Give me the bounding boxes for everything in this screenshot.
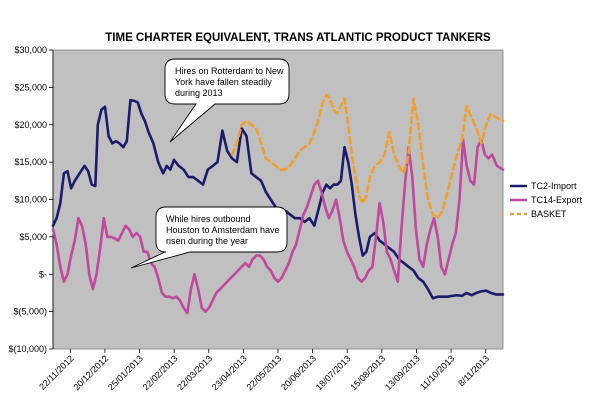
x-tick-label: 8/11/2013 bbox=[456, 353, 491, 388]
y-tick-label: $10,000 bbox=[14, 195, 47, 205]
callout-text-line: during 2013 bbox=[175, 88, 223, 98]
series-line-tc2-import bbox=[51, 98, 505, 300]
y-tick-label: $15,000 bbox=[14, 157, 47, 167]
legend-label: BASKET bbox=[531, 209, 567, 219]
x-tick-label: 22/11/2012 bbox=[37, 353, 75, 391]
legend-label: TC14-Export bbox=[531, 195, 583, 205]
y-tick-label: $(5,000) bbox=[13, 307, 47, 317]
x-tick-label: 22/02/2013 bbox=[141, 353, 180, 392]
y-tick-label: $20,000 bbox=[14, 120, 47, 130]
chart-title: TIME CHARTER EQUIVALENT, TRANS ATLANTIC … bbox=[105, 32, 491, 44]
x-tick-label: 20/06/2013 bbox=[279, 353, 318, 392]
callout-text-line: Houston to Amsterdam have bbox=[166, 225, 280, 235]
y-tick-label: $(10,000) bbox=[8, 344, 47, 354]
plot-area: $30,000 $25,000 $20,000 $15,000 $10,000 $5,00… bbox=[8, 45, 505, 392]
y-tick-label: $5,000 bbox=[19, 232, 47, 242]
callout-text-line: risen during the year bbox=[166, 236, 248, 246]
x-tick-label: 11/10/2013 bbox=[418, 353, 456, 391]
series-line-basket bbox=[230, 93, 505, 220]
callout-bubble bbox=[130, 206, 288, 269]
legend-item-basket: BASKET bbox=[510, 209, 567, 219]
x-tick-label: 23/04/2013 bbox=[210, 353, 249, 392]
x-tick-label: 22/03/2013 bbox=[175, 353, 214, 392]
y-tick-label: $30,000 bbox=[14, 45, 47, 55]
legend: TC2-Import TC14-Export BASKET bbox=[510, 181, 583, 219]
legend-item-tc2-import: TC2-Import bbox=[510, 181, 577, 191]
x-tick-label: 25/01/2013 bbox=[106, 353, 145, 392]
x-tick-label: 18/07/2013 bbox=[314, 353, 353, 392]
callout-text-line: York have fallen steadily bbox=[175, 77, 272, 87]
x-tick-label: 13/09/2013 bbox=[383, 353, 422, 392]
callout-text-line: While hires outbound bbox=[166, 214, 251, 224]
x-tick-label: 22/05/2013 bbox=[244, 353, 283, 392]
y-tick-label: $- bbox=[39, 269, 47, 279]
callout-text-line: Hires on Rotterdam to New bbox=[175, 66, 284, 76]
y-tick-label: $25,000 bbox=[14, 82, 47, 92]
x-tick-label: 20/12/2012 bbox=[71, 353, 110, 392]
legend-item-tc14-export: TC14-Export bbox=[510, 195, 583, 205]
callout-bubble bbox=[164, 58, 290, 143]
series-line-tc14-export bbox=[51, 138, 505, 315]
x-tick-label: 15/08/2013 bbox=[348, 353, 387, 392]
legend-label: TC2-Import bbox=[531, 181, 577, 191]
